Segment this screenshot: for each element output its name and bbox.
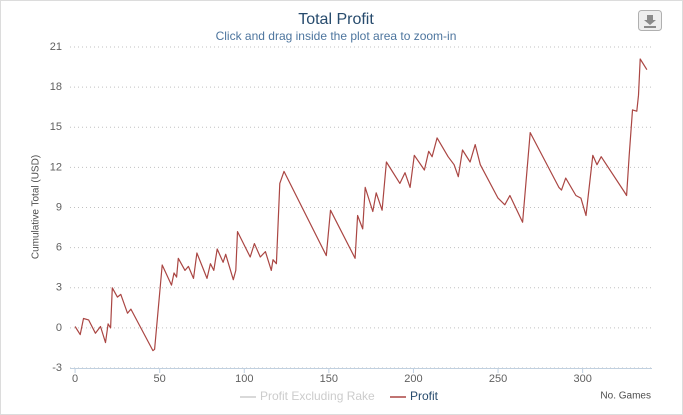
y-tick-label: 0 <box>56 322 62 334</box>
legend-label[interactable]: Profit <box>410 389 439 403</box>
x-tick-label: 250 <box>489 373 507 385</box>
y-tick-label: 9 <box>56 201 62 213</box>
x-tick-label: 0 <box>72 373 78 385</box>
y-tick-label: 12 <box>50 161 62 173</box>
x-tick-label: 200 <box>404 373 422 385</box>
export-button[interactable] <box>638 10 662 31</box>
x-tick-label: 100 <box>235 373 253 385</box>
x-axis-title: No. Games <box>600 391 651 402</box>
legend-label[interactable]: Profit Excluding Rake <box>260 389 375 403</box>
chart-title: Total Profit <box>298 11 374 28</box>
line-series <box>74 58 648 352</box>
y-tick-label: 6 <box>56 242 62 254</box>
y-tick-label: -3 <box>52 362 62 374</box>
y-tick-label: 21 <box>50 41 62 53</box>
y-tick-label: 18 <box>50 81 62 93</box>
y-tick-label: 3 <box>56 282 62 294</box>
x-tick-label: 50 <box>154 373 166 385</box>
export-icon[interactable] <box>644 15 656 28</box>
chart-subtitle: Click and drag inside the plot area to z… <box>216 29 457 43</box>
x-tick-label: 150 <box>320 373 338 385</box>
y-tick-label: 15 <box>50 121 62 133</box>
x-tick-label: 300 <box>573 373 591 385</box>
y-axis-title: Cumulative Total (USD) <box>31 155 42 259</box>
